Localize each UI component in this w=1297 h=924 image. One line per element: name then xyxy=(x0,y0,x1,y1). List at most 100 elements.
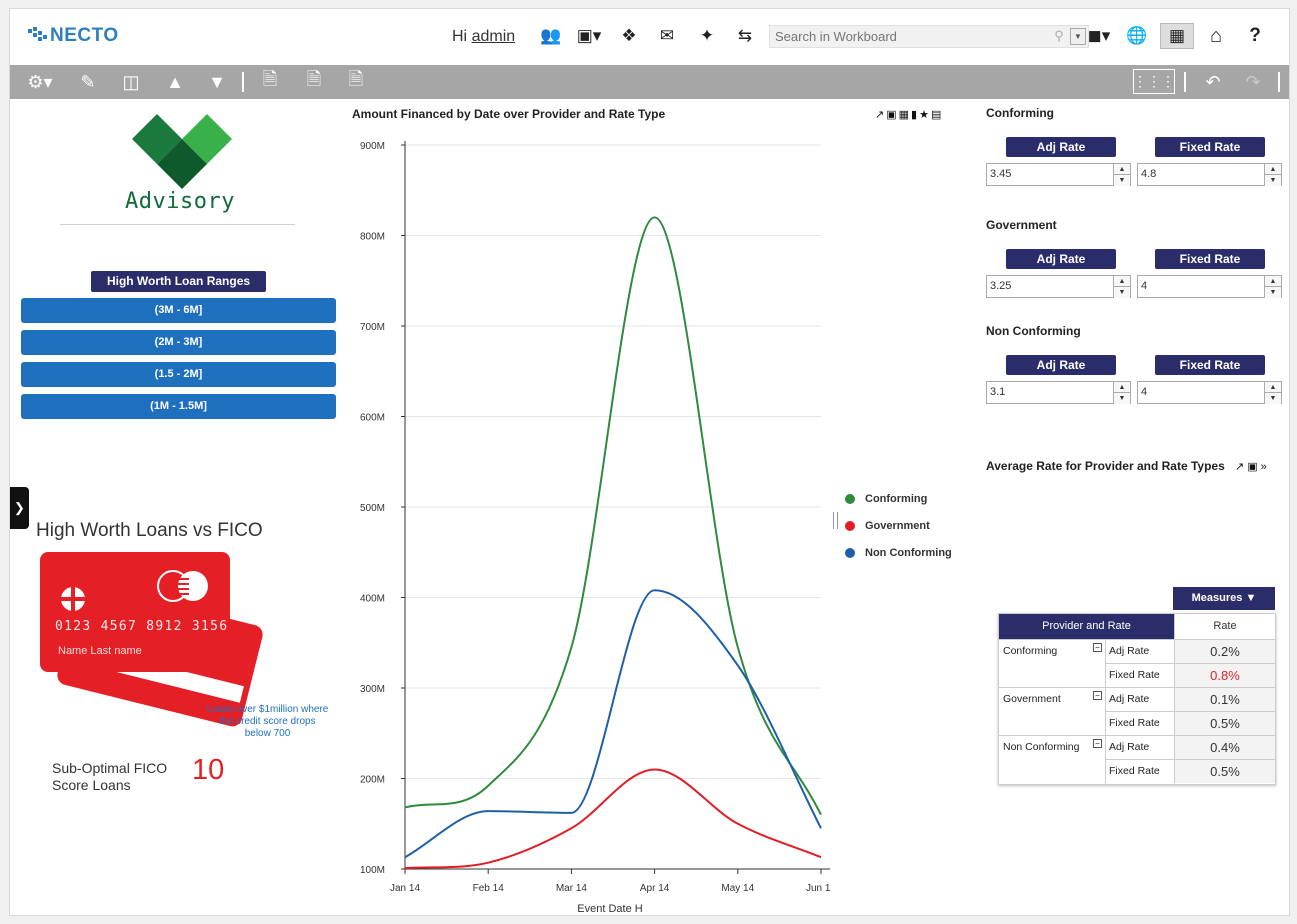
measures-label: Measures xyxy=(1191,592,1243,604)
search-box: ⚲ ▼ xyxy=(769,25,1089,48)
toolbar-separator xyxy=(242,72,244,92)
x-axis-label: Event Date H xyxy=(577,903,642,915)
stepper-down-icon[interactable]: ▼ xyxy=(1113,287,1130,298)
legend-label: Non Conforming xyxy=(865,546,952,559)
government-fixed-rate-button[interactable]: Fixed Rate xyxy=(1155,249,1265,269)
chart-window-icon[interactable]: ▤ xyxy=(930,109,944,121)
stepper-up-icon[interactable]: ▲ xyxy=(1113,164,1130,175)
conforming-fixed-rate-button[interactable]: Fixed Rate xyxy=(1155,137,1265,157)
chart-legend: Conforming Government Non Conforming xyxy=(845,485,952,566)
globe-settings-icon[interactable]: 🌐 xyxy=(1126,26,1148,45)
settings-gear-icon[interactable]: ⚙▾ xyxy=(27,71,53,92)
home-icon[interactable]: ⌂ xyxy=(1209,24,1223,47)
non-conforming-adj-rate-stepper[interactable]: 3.1 ▲ ▼ xyxy=(986,381,1131,404)
doc-view-icon[interactable]: 🗎 xyxy=(306,69,322,89)
pivot-row-label: Adj Rate xyxy=(1105,735,1174,759)
conforming-fixed-rate-stepper[interactable]: 4.8 ▲ ▼ xyxy=(1137,163,1282,186)
range-button-3m-6m[interactable]: (3M - 6M] xyxy=(21,298,336,323)
non-conforming-fixed-rate-stepper[interactable]: 4 ▲ ▼ xyxy=(1137,381,1282,404)
government-fixed-rate-stepper[interactable]: 4 ▲ ▼ xyxy=(1137,275,1282,298)
mail-clock-icon[interactable]: ✉ xyxy=(659,26,675,45)
legend-dot-icon xyxy=(845,493,855,504)
stepper-up-icon[interactable]: ▲ xyxy=(1264,382,1281,393)
y-tick-label: 600M xyxy=(360,413,385,424)
search-icon[interactable]: ⚲ xyxy=(1054,28,1064,43)
search-input[interactable] xyxy=(770,26,1035,47)
app-window: NECTO Hi admin 👥 ▣▾ ❖ ✉ ✦ ⇆ ⚲ ▼ ◼▾ 🌐 ▦ ⌂… xyxy=(9,8,1290,916)
filter-icon: ▼ xyxy=(1245,592,1257,604)
legend-item[interactable]: Conforming xyxy=(845,485,952,512)
user-link[interactable]: admin xyxy=(471,28,516,45)
pivot-group-non-conforming: Non Conforming − xyxy=(999,735,1105,783)
x-tick-label: Feb 14 xyxy=(473,883,505,894)
range-button-1m-1-5m[interactable]: (1M - 1.5M] xyxy=(21,394,336,419)
collapse-icon[interactable]: − xyxy=(1093,691,1102,700)
expand-panel-chevron-icon[interactable]: ❯ xyxy=(10,487,29,529)
doc-add-icon[interactable]: 🗎 xyxy=(348,69,364,89)
chart-title: Amount Financed by Date over Provider an… xyxy=(352,107,666,121)
y-tick-label: 400M xyxy=(360,594,385,605)
tag-icon[interactable]: ❖ xyxy=(621,26,637,45)
sync-icon[interactable]: ⇆ xyxy=(737,26,753,45)
non-conforming-adj-rate-button[interactable]: Adj Rate xyxy=(1006,355,1116,375)
save-menu-icon[interactable]: ▣▾ xyxy=(576,26,602,45)
avg-more-icon[interactable]: » xyxy=(1260,461,1270,473)
redo-icon[interactable]: ↷ xyxy=(1245,71,1261,92)
stepper-up-icon[interactable]: ▲ xyxy=(1113,382,1130,393)
edit-pencil-icon[interactable]: ✎ xyxy=(80,71,96,92)
stepper-down-icon[interactable]: ▼ xyxy=(1113,175,1130,186)
chart-table-icon[interactable]: ▦ xyxy=(898,109,912,121)
legend-drag-handle[interactable] xyxy=(833,512,838,529)
undo-icon[interactable]: ↶ xyxy=(1205,71,1221,92)
subopt-label: Sub-Optimal FICO Score Loans xyxy=(52,760,167,794)
stepper-down-icon[interactable]: ▼ xyxy=(1264,175,1281,186)
range-button-2m-3m[interactable]: (2M - 3M] xyxy=(21,330,336,355)
tv-icon[interactable]: ◫ xyxy=(122,71,140,92)
stepper-up-icon[interactable]: ▲ xyxy=(1264,164,1281,175)
legend-dot-icon xyxy=(845,520,855,531)
cube-menu-icon[interactable]: ◼▾ xyxy=(1087,26,1111,45)
collapse-icon[interactable]: − xyxy=(1093,643,1102,652)
stepper-up-icon[interactable]: ▲ xyxy=(1113,276,1130,287)
chart-type-icon[interactable]: ★ xyxy=(919,109,931,121)
help-icon[interactable]: ? xyxy=(1249,25,1261,46)
stepper-down-icon[interactable]: ▼ xyxy=(1264,287,1281,298)
stepper-value: 4 xyxy=(1141,280,1148,292)
thumbs-down-icon[interactable]: ▼ xyxy=(208,71,226,92)
avg-expand-icon[interactable]: ↗ xyxy=(1235,461,1248,473)
collapse-icon[interactable]: − xyxy=(1093,739,1102,748)
range-button-1-5m-2m[interactable]: (1.5 - 2M] xyxy=(21,362,336,387)
necto-logo[interactable]: NECTO xyxy=(28,25,119,47)
search-dropdown-icon[interactable]: ▼ xyxy=(1070,28,1086,45)
chart-expand-icon[interactable]: ↗ xyxy=(875,109,887,121)
avg-save-icon[interactable]: ▣ xyxy=(1247,461,1261,473)
measures-filter-button[interactable]: Measures ▼ xyxy=(1173,587,1275,610)
government-adj-rate-button[interactable]: Adj Rate xyxy=(1006,249,1116,269)
dashboard-icon[interactable]: ▦ xyxy=(1160,23,1194,49)
users-icon[interactable]: 👥 xyxy=(540,26,562,45)
doc-user-icon[interactable]: 🗎 xyxy=(262,69,278,89)
y-tick-label: 500M xyxy=(360,503,385,514)
stepper-value: 4.8 xyxy=(1141,168,1157,180)
loans-note: Loans over $1million where the credit sc… xyxy=(206,704,329,739)
thumbs-up-icon[interactable]: ▲ xyxy=(166,71,184,92)
stepper-down-icon[interactable]: ▼ xyxy=(1264,393,1281,404)
conforming-adj-rate-button[interactable]: Adj Rate xyxy=(1006,137,1116,157)
stepper-down-icon[interactable]: ▼ xyxy=(1113,393,1130,404)
pivot-group-conforming: Conforming − xyxy=(999,639,1105,687)
grid-view-icon[interactable]: ⋮⋮⋮ xyxy=(1133,69,1175,94)
chart-bar-icon[interactable]: ▮ xyxy=(911,109,920,121)
government-adj-rate-stepper[interactable]: 3.25 ▲ ▼ xyxy=(986,275,1131,298)
legend-label: Conforming xyxy=(865,492,928,505)
legend-item[interactable]: Government xyxy=(845,512,952,539)
pivot-cell-value: 0.5% xyxy=(1174,711,1275,735)
stepper-up-icon[interactable]: ▲ xyxy=(1264,276,1281,287)
chart-save-icon[interactable]: ▣ xyxy=(886,109,899,121)
avg-rate-title: Average Rate for Provider and Rate Types xyxy=(986,459,1225,473)
legend-item[interactable]: Non Conforming xyxy=(845,539,952,566)
section-title-conforming: Conforming xyxy=(986,106,1054,120)
pivot-row-label: Adj Rate xyxy=(1105,687,1174,711)
magic-wand-icon[interactable]: ✦ xyxy=(699,26,715,45)
conforming-adj-rate-stepper[interactable]: 3.45 ▲ ▼ xyxy=(986,163,1131,186)
non-conforming-fixed-rate-button[interactable]: Fixed Rate xyxy=(1155,355,1265,375)
